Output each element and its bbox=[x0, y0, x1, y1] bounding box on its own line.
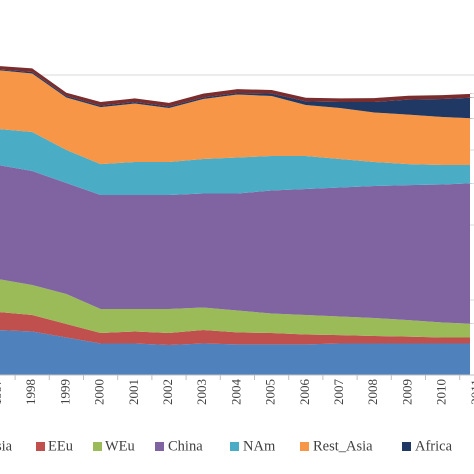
area-eeu bbox=[0, 312, 474, 345]
x-tick-label: 2011 bbox=[468, 379, 474, 405]
legend-label-africa: Africa bbox=[415, 438, 453, 454]
x-tick-label: 1997 bbox=[0, 379, 4, 406]
legend-label-eeu: EEu bbox=[48, 438, 73, 454]
area-series bbox=[0, 66, 474, 375]
legend-swatch-weu bbox=[93, 442, 102, 451]
area-china bbox=[0, 165, 474, 324]
x-tick-label: 2009 bbox=[399, 379, 414, 405]
x-tick-label: 2007 bbox=[331, 379, 346, 406]
x-tick-label: 2006 bbox=[297, 379, 312, 406]
legend-swatch-nam bbox=[230, 442, 239, 451]
legend-label-nam: NAm bbox=[243, 438, 276, 454]
x-tick-label: 2002 bbox=[160, 379, 175, 405]
area-asia bbox=[0, 330, 474, 375]
x-tick-label: 2005 bbox=[263, 379, 278, 405]
legend-label-weu: WEu bbox=[105, 438, 135, 454]
x-tick-label: 2001 bbox=[126, 379, 141, 405]
legend-label-asia: sia bbox=[0, 438, 13, 454]
x-axis: 1997 1998 1999 2000 2001 2002 2003 2004 2005 2006… bbox=[0, 374, 474, 406]
legend-swatch-rest-asia bbox=[300, 442, 309, 451]
x-tick-label: 2000 bbox=[92, 379, 107, 405]
x-tick-label: 1999 bbox=[57, 379, 72, 405]
area-africa bbox=[0, 69, 474, 119]
area-rest-asia bbox=[0, 70, 474, 165]
x-tick-label: 2008 bbox=[365, 379, 380, 405]
legend: sia EEu WEu China NAm Rest_Asia Africa bbox=[0, 438, 453, 454]
legend-label-china: China bbox=[168, 438, 203, 454]
x-tick-label: 1998 bbox=[23, 379, 38, 405]
x-tick-label: 2010 bbox=[434, 379, 449, 405]
legend-swatch-china bbox=[155, 442, 164, 451]
x-tick-label: 2003 bbox=[194, 379, 209, 405]
area-nam bbox=[0, 129, 474, 195]
x-tick-label: 2004 bbox=[228, 379, 243, 406]
legend-label-rest-asia: Rest_Asia bbox=[313, 438, 373, 454]
legend-swatch-eeu bbox=[36, 442, 45, 451]
area-weu bbox=[0, 279, 474, 338]
legend-swatch-africa bbox=[402, 442, 411, 451]
